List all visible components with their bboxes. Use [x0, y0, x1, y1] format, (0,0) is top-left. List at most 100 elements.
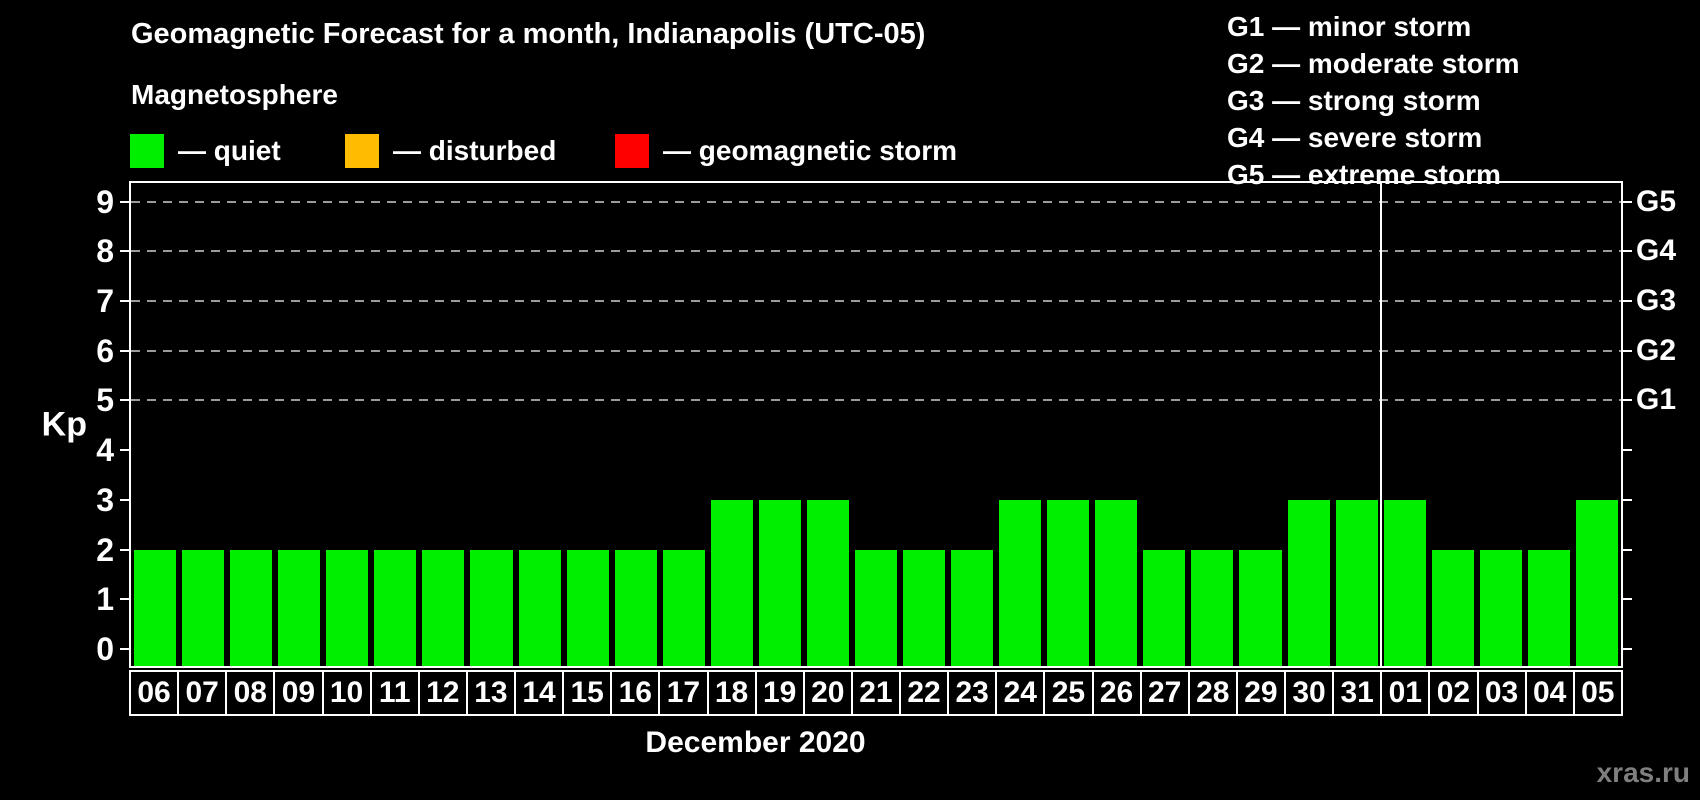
bar-slot-28: [1188, 183, 1236, 666]
bar-01: [1383, 499, 1426, 666]
y-axis-tick-right-4: [1623, 449, 1632, 452]
bar-slot-05: [1573, 183, 1621, 666]
bar-14: [518, 549, 561, 666]
date-cell-14: 14: [514, 670, 565, 716]
bar-slot-31: [1333, 183, 1381, 666]
gridline-kp6: [131, 349, 1621, 352]
bar-slot-07: [179, 183, 227, 666]
y-axis-label-2: 2: [96, 531, 114, 568]
y-axis-label-7: 7: [96, 283, 114, 320]
g-legend-line-g3: G3 — strong storm: [1227, 85, 1481, 116]
y-axis-tick-left-3: [120, 498, 129, 501]
date-cell-10: 10: [321, 670, 372, 716]
bar-slot-02: [1429, 183, 1477, 666]
bar-slot-22: [900, 183, 948, 666]
legend-item-label: — disturbed: [393, 134, 557, 166]
gridline-kp9: [131, 200, 1621, 203]
date-cell-05: 05: [1572, 670, 1623, 716]
right-axis-label-g5: G5: [1636, 184, 1677, 218]
bar-slot-09: [275, 183, 323, 666]
date-cell-21: 21: [850, 670, 901, 716]
bar-12: [422, 549, 465, 666]
date-cell-06: 06: [129, 670, 180, 716]
gridline-kp8: [131, 250, 1621, 253]
legend-item-disturbed: — disturbed: [345, 133, 556, 168]
right-axis-label-g4: G4: [1636, 234, 1677, 268]
bar-slot-30: [1285, 183, 1333, 666]
bar-slot-17: [660, 183, 708, 666]
bar-02: [1431, 549, 1474, 666]
bar-slot-15: [564, 183, 612, 666]
bar-13: [470, 549, 513, 666]
plot-area: Kp 0 1 2 3 4 5 6 7 8 9 G1 G2 G3 G4 G5: [42, 181, 1676, 668]
y-axis-title: Kp: [41, 405, 87, 443]
bar-slot-24: [996, 183, 1044, 666]
date-cell-02: 02: [1428, 670, 1479, 716]
bar-slot-10: [323, 183, 371, 666]
date-cell-09: 09: [273, 670, 324, 716]
gridline-kp5: [131, 399, 1621, 402]
date-cell-19: 19: [754, 670, 805, 716]
g-legend-line-g4: G4 — severe storm: [1227, 122, 1483, 153]
date-cell-31: 31: [1332, 670, 1383, 716]
bar-slot-20: [804, 183, 852, 666]
y-axis-tick-left-7: [120, 300, 129, 303]
date-cell-01: 01: [1380, 670, 1431, 716]
y-axis-tick-right-5: [1623, 399, 1632, 402]
y-axis-label-9: 9: [96, 183, 114, 220]
y-axis-tick-left-8: [120, 250, 129, 253]
magnetosphere-legend: — quiet — disturbed — geomagnetic storm: [130, 133, 1080, 168]
bar-slot-11: [371, 183, 419, 666]
date-cell-12: 12: [417, 670, 468, 716]
bar-slot-12: [419, 183, 467, 666]
bar-30: [1287, 499, 1330, 666]
bar-slot-16: [612, 183, 660, 666]
bar-slot-27: [1140, 183, 1188, 666]
y-axis-label-5: 5: [96, 382, 114, 419]
bar-06: [134, 549, 177, 666]
date-cell-27: 27: [1139, 670, 1190, 716]
date-cell-20: 20: [802, 670, 853, 716]
bar-09: [278, 549, 321, 666]
bar-04: [1527, 549, 1570, 666]
bar-24: [999, 499, 1042, 666]
date-cell-30: 30: [1284, 670, 1335, 716]
legend-item-label: — geomagnetic storm: [663, 134, 958, 166]
right-axis-label-g2: G2: [1636, 333, 1677, 367]
right-axis-label-g3: G3: [1636, 284, 1677, 318]
y-axis-label-6: 6: [96, 332, 114, 369]
legend-item-geomagnetic-storm: — geomagnetic storm: [615, 133, 957, 168]
bar-08: [230, 549, 273, 666]
y-axis-label-3: 3: [96, 481, 114, 518]
date-cell-24: 24: [995, 670, 1046, 716]
bar-slot-14: [516, 183, 564, 666]
y-axis-tick-left-2: [120, 548, 129, 551]
bar-21: [854, 549, 897, 666]
y-axis-tick-right-3: [1623, 498, 1632, 501]
date-cell-08: 08: [225, 670, 276, 716]
bar-slot-03: [1477, 183, 1525, 666]
date-cell-04: 04: [1524, 670, 1575, 716]
bar-17: [662, 549, 705, 666]
bar-19: [758, 499, 801, 666]
bar-27: [1143, 549, 1186, 666]
y-axis-tick-left-5: [120, 399, 129, 402]
legend-heading: Magnetosphere: [131, 79, 338, 110]
bar-23: [951, 549, 994, 666]
bar-18: [710, 499, 753, 666]
x-axis-date-cells: 06 07 08 09 10 11 12 13 14 15 16 17 18 19 20 21 22 23 24 25…: [129, 670, 1623, 716]
bar-slot-19: [756, 183, 804, 666]
date-cell-07: 07: [177, 670, 228, 716]
bar-slot-08: [227, 183, 275, 666]
disturbed-color-swatch: [345, 133, 379, 168]
legend-item-label: — quiet: [178, 134, 281, 166]
y-axis-tick-left-0: [120, 647, 129, 650]
date-cell-17: 17: [658, 670, 709, 716]
bar-26: [1095, 499, 1138, 666]
bar-03: [1479, 549, 1522, 666]
y-axis-tick-right-2: [1623, 548, 1632, 551]
date-cell-13: 13: [465, 670, 516, 716]
bar-29: [1239, 549, 1282, 666]
storm-color-swatch: [615, 133, 649, 168]
